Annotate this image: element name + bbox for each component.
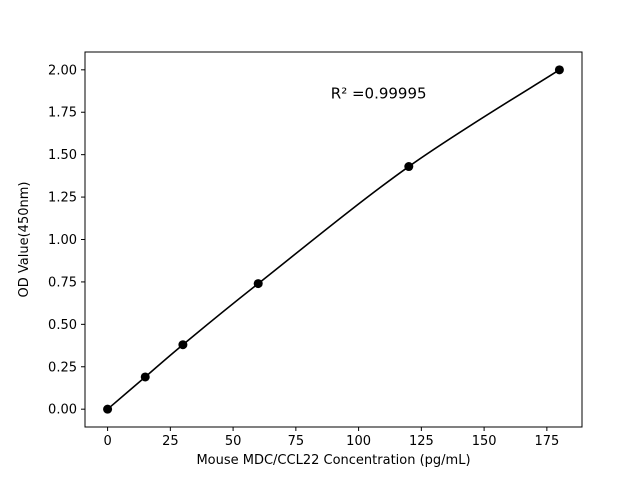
data-point: [140, 372, 150, 382]
x-tick-label: 75: [288, 434, 305, 449]
y-axis-label: OD Value(450nm): [17, 182, 32, 298]
data-point: [178, 340, 188, 350]
x-tick-label: 100: [346, 434, 371, 449]
y-tick-label: 0.25: [48, 360, 77, 375]
y-tick-label: 2.00: [48, 63, 77, 78]
plot-frame: [84, 51, 583, 428]
x-tick-label: 125: [409, 434, 434, 449]
data-point: [554, 65, 564, 75]
data-point: [404, 162, 414, 172]
x-tick-label: 150: [472, 434, 497, 449]
y-tick-label: 1.00: [48, 233, 77, 248]
y-tick-label: 0.00: [48, 403, 77, 418]
data-point: [103, 404, 113, 414]
y-tick-label: 0.75: [48, 275, 77, 290]
y-tick-label: 1.75: [48, 106, 77, 121]
y-tick-label: 1.50: [48, 148, 77, 163]
data-point: [253, 279, 263, 289]
x-tick-label: 50: [225, 434, 242, 449]
x-tick-label: 25: [162, 434, 179, 449]
x-tick-label: 175: [534, 434, 559, 449]
x-tick-label: 0: [103, 434, 111, 449]
x-axis-label: Mouse MDC/CCL22 Concentration (pg/mL): [196, 453, 470, 468]
y-tick-label: 0.50: [48, 318, 77, 333]
y-tick-label: 1.25: [48, 191, 77, 206]
r-squared-annotation: R² =0.99995: [331, 85, 427, 103]
